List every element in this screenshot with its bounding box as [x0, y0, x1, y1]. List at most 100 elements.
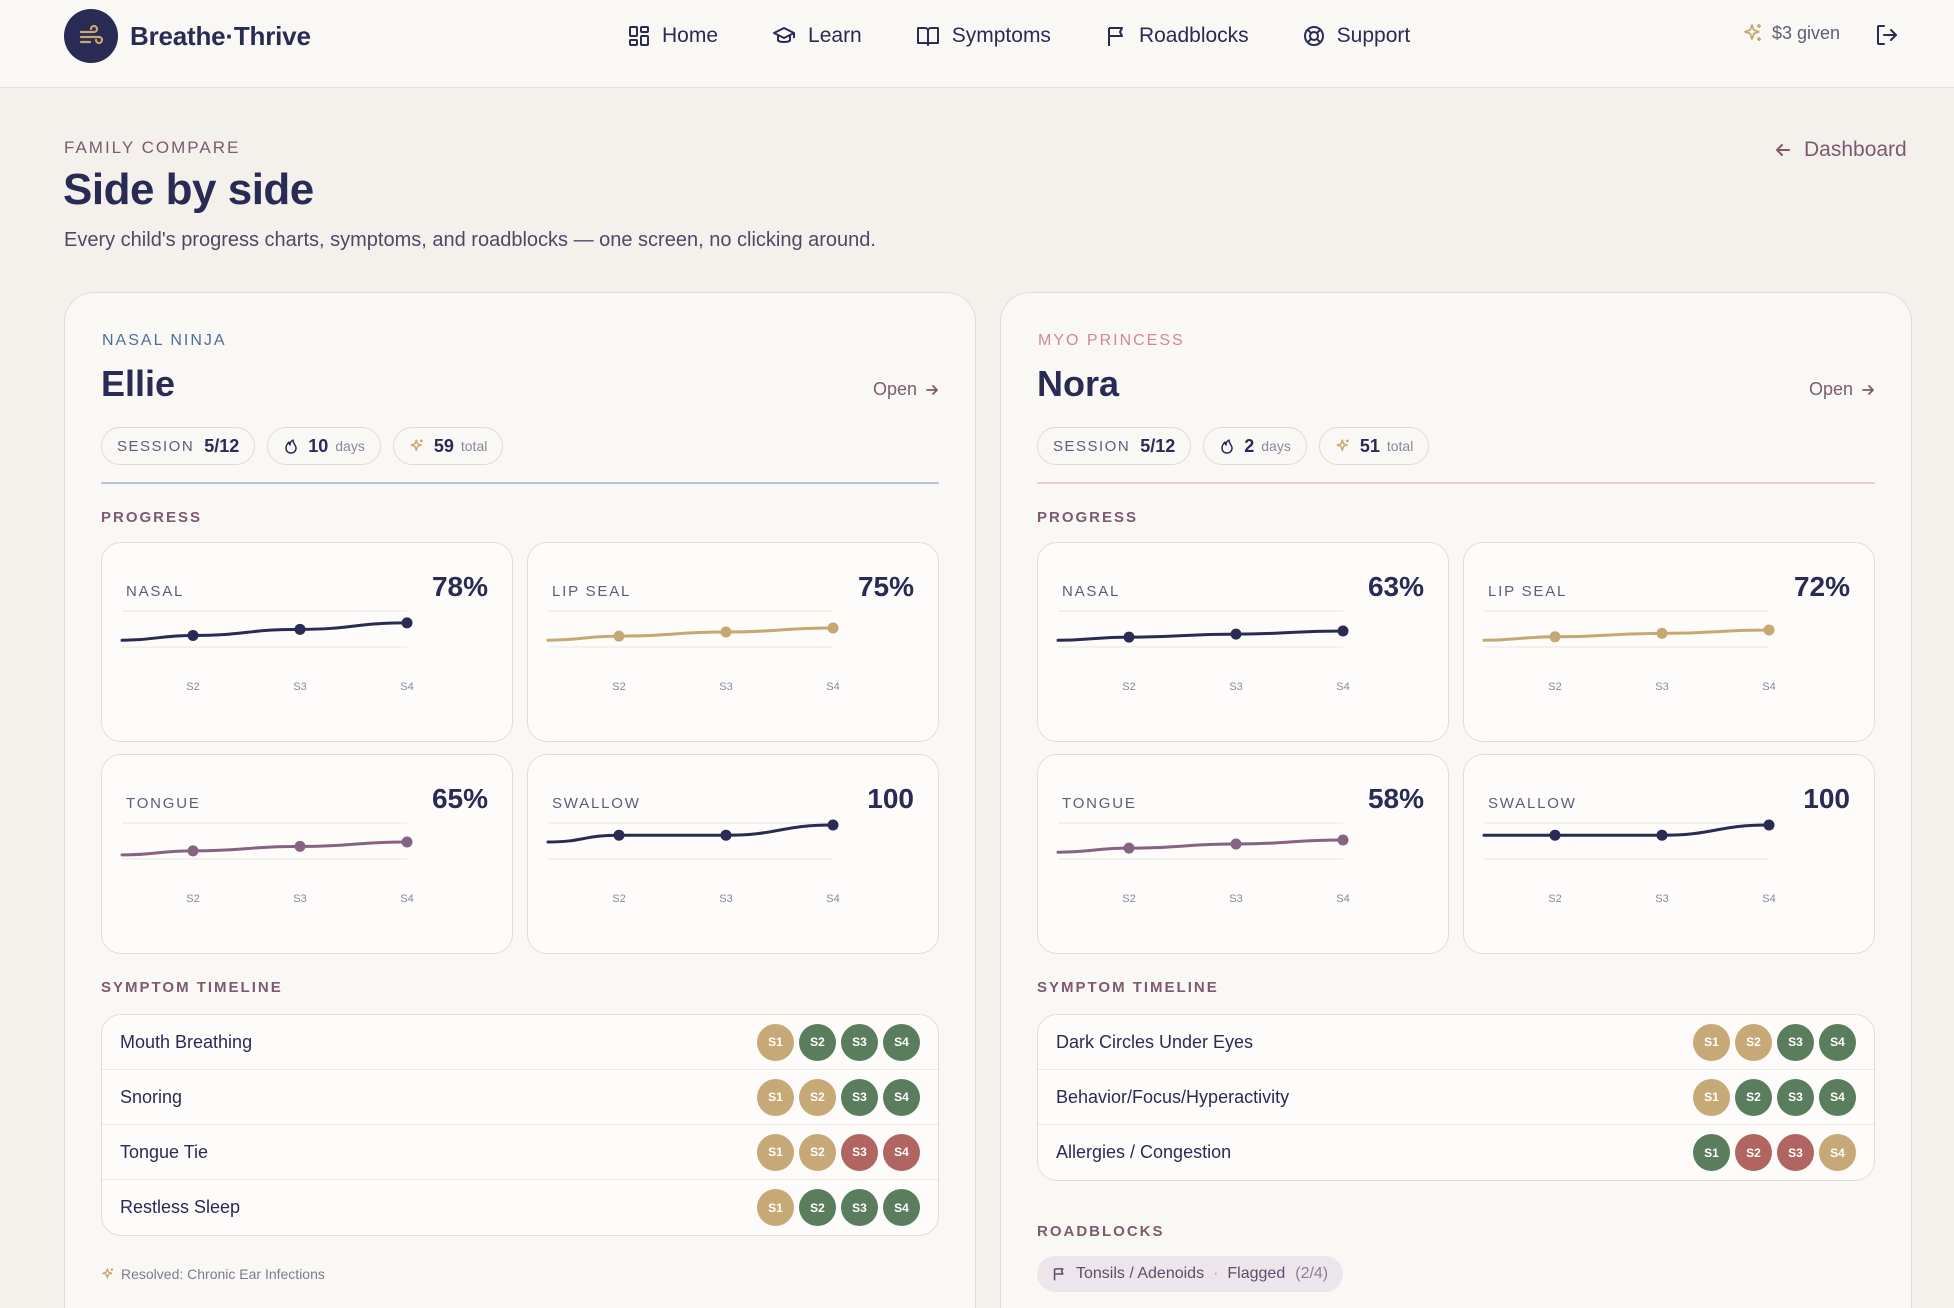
session-badge-s3[interactable]: S3	[841, 1023, 878, 1061]
streak-value: 10	[308, 435, 329, 456]
symptom-name: Allergies / Congestion	[1056, 1142, 1232, 1162]
brand-name: Breathe·Thrive	[130, 20, 311, 51]
metric-card-lip-seal[interactable]: LIP SEAL 75% S2 S3 S4	[527, 542, 939, 742]
session-badge-s4[interactable]: S4	[1819, 1023, 1856, 1061]
tick-label-s2: S2	[612, 893, 625, 905]
session-badge-s2[interactable]: S2	[799, 1133, 836, 1171]
tick-label-s4: S4	[1336, 681, 1349, 693]
data-point-s2	[187, 629, 199, 641]
tick-label-s2: S2	[1548, 893, 1561, 905]
session-badge-s2[interactable]: S2	[799, 1023, 836, 1061]
metric-label: NASAL	[126, 583, 185, 600]
streak-pill: 2 days	[1203, 427, 1307, 465]
flame-icon	[285, 439, 297, 454]
streak-value: 2	[1244, 435, 1255, 456]
metric-card-nasal[interactable]: NASAL 63% S2 S3 S4	[1037, 542, 1449, 742]
nav-support[interactable]: Support	[1303, 24, 1410, 48]
session-badge-s1[interactable]: S1	[1693, 1078, 1730, 1116]
metric-card-lip-seal[interactable]: LIP SEAL 72% S2 S3 S4	[1463, 542, 1875, 742]
nav-symptoms-label: Symptoms	[951, 24, 1051, 47]
roadblock-pill[interactable]: Tonsils / Adenoids · Flagged (2/4)	[1037, 1256, 1344, 1292]
session-badge-s1[interactable]: S1	[1693, 1134, 1730, 1171]
metric-label: LIP SEAL	[552, 583, 632, 600]
metric-card-tongue[interactable]: TONGUE 65% S2 S3 S4	[101, 754, 513, 954]
nav-home[interactable]: Home	[628, 24, 718, 48]
nav-symptoms[interactable]: Symptoms	[916, 24, 1051, 48]
session-value: 5/12	[1140, 435, 1176, 456]
data-point-s4	[401, 836, 413, 848]
tick-label-s2: S2	[1122, 893, 1135, 905]
session-badge-s4[interactable]: S4	[883, 1023, 920, 1061]
nav-roadblocks[interactable]: Roadblocks	[1105, 24, 1249, 48]
data-point-s3	[1230, 838, 1242, 850]
session-badges: S1 S2 S3 S4	[1688, 1078, 1856, 1116]
roadblock-status: Flagged	[1227, 1265, 1286, 1282]
session-badge-s1[interactable]: S1	[757, 1189, 794, 1226]
data-point-s4	[1763, 819, 1775, 831]
data-point-s3	[720, 626, 732, 638]
metric-card-nasal[interactable]: NASAL 78% S2 S3 S4	[101, 542, 513, 742]
metric-value: 63%	[1367, 571, 1424, 602]
back-to-dashboard-link[interactable]: Dashboard	[1774, 138, 1907, 162]
symptom-timeline: Dark Circles Under Eyes S1 S2 S3 S4 Behavio…	[1037, 1014, 1875, 1181]
session-badge-s3[interactable]: S3	[1777, 1023, 1814, 1061]
data-point-s2	[1123, 842, 1135, 854]
session-badge-s2[interactable]: S2	[1735, 1078, 1772, 1116]
series-line	[1056, 629, 1345, 642]
child-card-ellie: NASAL NINJA Ellie Open SESSION 5/12 10 d…	[64, 292, 976, 1308]
session-badge-s1[interactable]: S1	[757, 1078, 794, 1116]
metric-label: NASAL	[1062, 583, 1121, 600]
session-badge-s1[interactable]: S1	[757, 1133, 794, 1171]
graduation-cap-icon	[773, 27, 796, 43]
metric-card-swallow[interactable]: SWALLOW 100 S2 S3 S4	[527, 754, 939, 954]
tick-label-s4: S4	[1762, 681, 1775, 693]
metric-sparkline: S2 S3 S4	[120, 610, 414, 693]
lifebuoy-icon	[1303, 26, 1324, 46]
session-badges: S1 S2 S3 S4	[752, 1189, 920, 1226]
session-badge-s3[interactable]: S3	[841, 1189, 878, 1226]
session-badge-s4[interactable]: S4	[1819, 1078, 1856, 1116]
metric-card-swallow[interactable]: SWALLOW 100 S2 S3 S4	[1463, 754, 1875, 954]
session-badge-s3[interactable]: S3	[841, 1133, 878, 1171]
session-badge-s2[interactable]: S2	[799, 1078, 836, 1116]
session-badge-s4[interactable]: S4	[883, 1189, 920, 1226]
brand[interactable]: Breathe·Thrive	[64, 9, 311, 63]
data-point-s3	[294, 623, 306, 635]
series-line	[1482, 628, 1771, 642]
data-point-s2	[1123, 631, 1135, 643]
metric-label: LIP SEAL	[1488, 583, 1568, 600]
flag-icon	[1053, 1268, 1064, 1281]
data-point-s2	[187, 845, 199, 857]
data-point-s4	[827, 622, 839, 634]
points-pill: 51 total	[1318, 427, 1430, 465]
page-title: Side by side	[63, 165, 314, 214]
metric-card-tongue[interactable]: TONGUE 58% S2 S3 S4	[1037, 754, 1449, 954]
logout-button[interactable]	[1874, 22, 1902, 50]
session-badge-s2[interactable]: S2	[799, 1189, 836, 1226]
open-child-link[interactable]: Open	[873, 379, 939, 400]
tick-label-s2: S2	[612, 681, 625, 693]
child-name: Ellie	[101, 363, 176, 404]
metric-label: TONGUE	[126, 795, 201, 812]
session-badge-s1[interactable]: S1	[757, 1023, 794, 1061]
session-badge-s3[interactable]: S3	[841, 1078, 878, 1116]
session-badge-s1[interactable]: S1	[1693, 1023, 1730, 1061]
session-badge-s4[interactable]: S4	[1819, 1134, 1856, 1171]
open-child-link[interactable]: Open	[1809, 379, 1875, 400]
tick-label-s4: S4	[400, 681, 413, 693]
session-badge-s4[interactable]: S4	[883, 1133, 920, 1171]
tick-label-s3: S3	[293, 681, 306, 693]
tick-label-s4: S4	[826, 681, 839, 693]
series-line	[1056, 838, 1345, 854]
sparkles-icon	[102, 1268, 114, 1279]
nav-learn[interactable]: Learn	[772, 24, 862, 48]
nav-home-label: Home	[662, 24, 719, 47]
session-badge-s2[interactable]: S2	[1735, 1134, 1772, 1171]
session-badge-s2[interactable]: S2	[1735, 1023, 1772, 1061]
metric-value: 100	[867, 783, 914, 814]
donation-status[interactable]: $3 given	[1742, 22, 1840, 44]
session-badge-s4[interactable]: S4	[883, 1078, 920, 1116]
tick-label-s3: S3	[1229, 893, 1242, 905]
session-badge-s3[interactable]: S3	[1777, 1078, 1814, 1116]
session-badge-s3[interactable]: S3	[1777, 1134, 1814, 1171]
